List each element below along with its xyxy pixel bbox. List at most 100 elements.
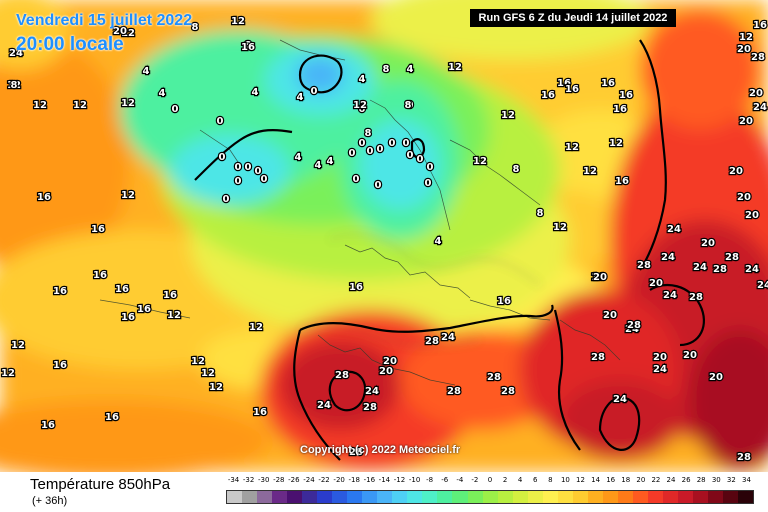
isotherm-value-label: 4 (297, 92, 304, 103)
isotherm-value-label: 28 (689, 292, 703, 303)
legend-tick-label: -26 (288, 476, 300, 484)
legend-tick-label: -20 (333, 476, 345, 484)
isotherm-value-label: 20 (737, 44, 751, 55)
legend-swatch (632, 491, 648, 503)
isotherm-value-label: 0 (407, 100, 414, 111)
isotherm-value-label: 16 (557, 78, 571, 89)
legend-swatch (557, 491, 573, 503)
legend-swatch (467, 491, 483, 503)
contour-20-africa (553, 309, 581, 451)
isotherm-value-label: 16 (497, 296, 511, 307)
isotherm-value-label: 12 (1, 368, 15, 379)
legend-swatch (647, 491, 663, 503)
isotherm-value-label: 16 (253, 407, 267, 418)
isotherm-value-label: 24 (693, 262, 707, 273)
legend-tick-label: -8 (426, 476, 434, 484)
legend-swatch (242, 491, 258, 503)
contour-28-africa (598, 396, 641, 451)
legend-swatch (677, 491, 693, 503)
isotherm-value-label: 0 (359, 138, 366, 149)
isotherm-value-label: 24 (667, 224, 681, 235)
isotherm-value-label: 12 (739, 32, 753, 43)
isotherm-value-label: 12 (609, 138, 623, 149)
legend-tick-label: 0 (487, 476, 493, 484)
isotherm-value-label: 12 (473, 156, 487, 167)
legend-tick-label: 32 (726, 476, 736, 484)
isotherm-value-label: 16 (601, 78, 615, 89)
isotherm-value-label: 28 (591, 352, 605, 363)
isotherm-value-label: 4 (143, 66, 150, 77)
isotherm-value-label: 24 (661, 252, 675, 263)
legend-tick-label: 2 (502, 476, 508, 484)
legend-tick-label: -18 (348, 476, 360, 484)
run-info: Run GFS 6 Z du Jeudi 14 juillet 2022 (470, 9, 676, 27)
isotherm-value-label: 12 (121, 28, 135, 39)
isotherm-value-label: 0 (235, 176, 242, 187)
isotherm-value-label: 0 (217, 116, 224, 127)
isotherm-value-label: 12 (121, 98, 135, 109)
isotherm-value-label: 12 (565, 142, 579, 153)
isotherm-value-label: 12 (553, 222, 567, 233)
legend-swatch (497, 491, 513, 503)
field-name: Température 850hPa (30, 476, 171, 493)
isotherm-value-label: 28 (637, 260, 651, 271)
isotherm-value-label: 16 (53, 360, 67, 371)
isotherm-value-label: 12 (73, 100, 87, 111)
temperature-field-shading (0, 0, 768, 472)
isotherm-value-label: 8 (537, 208, 544, 219)
legend-swatch (708, 491, 724, 503)
legend-swatch (617, 491, 633, 503)
isotherm-value-label: 16 (53, 286, 67, 297)
isotherm-value-label: 16 (105, 412, 119, 423)
isotherm-value-label: 12 (11, 340, 25, 351)
isotherm-value-label: 4 (295, 152, 302, 163)
isotherm-value-label: 12 (121, 190, 135, 201)
legend-footer: Température 850hPa (+ 36h) -34 -32 -30 -28-… (0, 472, 768, 512)
isotherm-value-label: 12 (201, 368, 215, 379)
legend-tick-label: 12 (576, 476, 585, 484)
isotherm-value-label: 28 (335, 370, 349, 381)
isotherm-value-label: 4 (435, 236, 442, 247)
isotherm-value-label: 0 (377, 144, 384, 155)
isotherm-value-label: 0 (367, 146, 374, 157)
isotherm-value-label: 12 (209, 382, 223, 393)
legend-tick-label: -22 (318, 476, 330, 484)
isotherm-value-label: 12 (353, 100, 367, 111)
legend-swatch (572, 491, 588, 503)
isotherm-value-label: 16 (613, 104, 627, 115)
isotherm-value-label: 28 (627, 320, 641, 331)
isotherm-value-label: 12 (167, 310, 181, 321)
legend-tick-label: -6 (441, 476, 449, 484)
isotherm-value-label: 0 (353, 174, 360, 185)
legend-swatch (587, 491, 603, 503)
isotherm-value-label: 12 (448, 62, 462, 73)
contour-20-south (293, 329, 341, 461)
contour-28-iberia (328, 370, 367, 412)
legend-swatch (512, 491, 528, 503)
isotherm-contours (194, 39, 705, 461)
isotherm-value-label: 0 (223, 194, 230, 205)
isotherm-value-label: 24 (745, 264, 759, 275)
isotherm-value-label: 0 (235, 162, 242, 173)
legend-swatch (738, 491, 754, 503)
isotherm-value-label: 28 (363, 402, 377, 413)
legend-tick-label: 34 (741, 476, 751, 484)
isotherm-value-label: 16 (591, 272, 605, 283)
isotherm-value-label: 0 (407, 150, 414, 161)
isotherm-value-label: 20 (603, 310, 617, 321)
isotherm-value-label: 0 (403, 138, 410, 149)
isotherm-value-label: 8 (513, 164, 520, 175)
isotherm-value-label: 16 (619, 90, 633, 101)
isotherm-value-label: 0 (255, 166, 262, 177)
legend-swatch (302, 491, 318, 503)
isotherm-value-label: 4 (359, 74, 366, 85)
isotherm-value-label: 8 (192, 22, 199, 33)
legend-swatch (422, 491, 438, 503)
isotherm-value-label: 0 (261, 174, 268, 185)
isotherm-value-label: 24 (625, 324, 639, 335)
isotherm-value-label: 16 (753, 20, 767, 31)
valid-time: 20:00 locale (16, 34, 124, 55)
isotherm-value-label: 4 (407, 64, 414, 75)
isotherm-value-label: 12 (249, 322, 263, 333)
legend-swatch (602, 491, 618, 503)
